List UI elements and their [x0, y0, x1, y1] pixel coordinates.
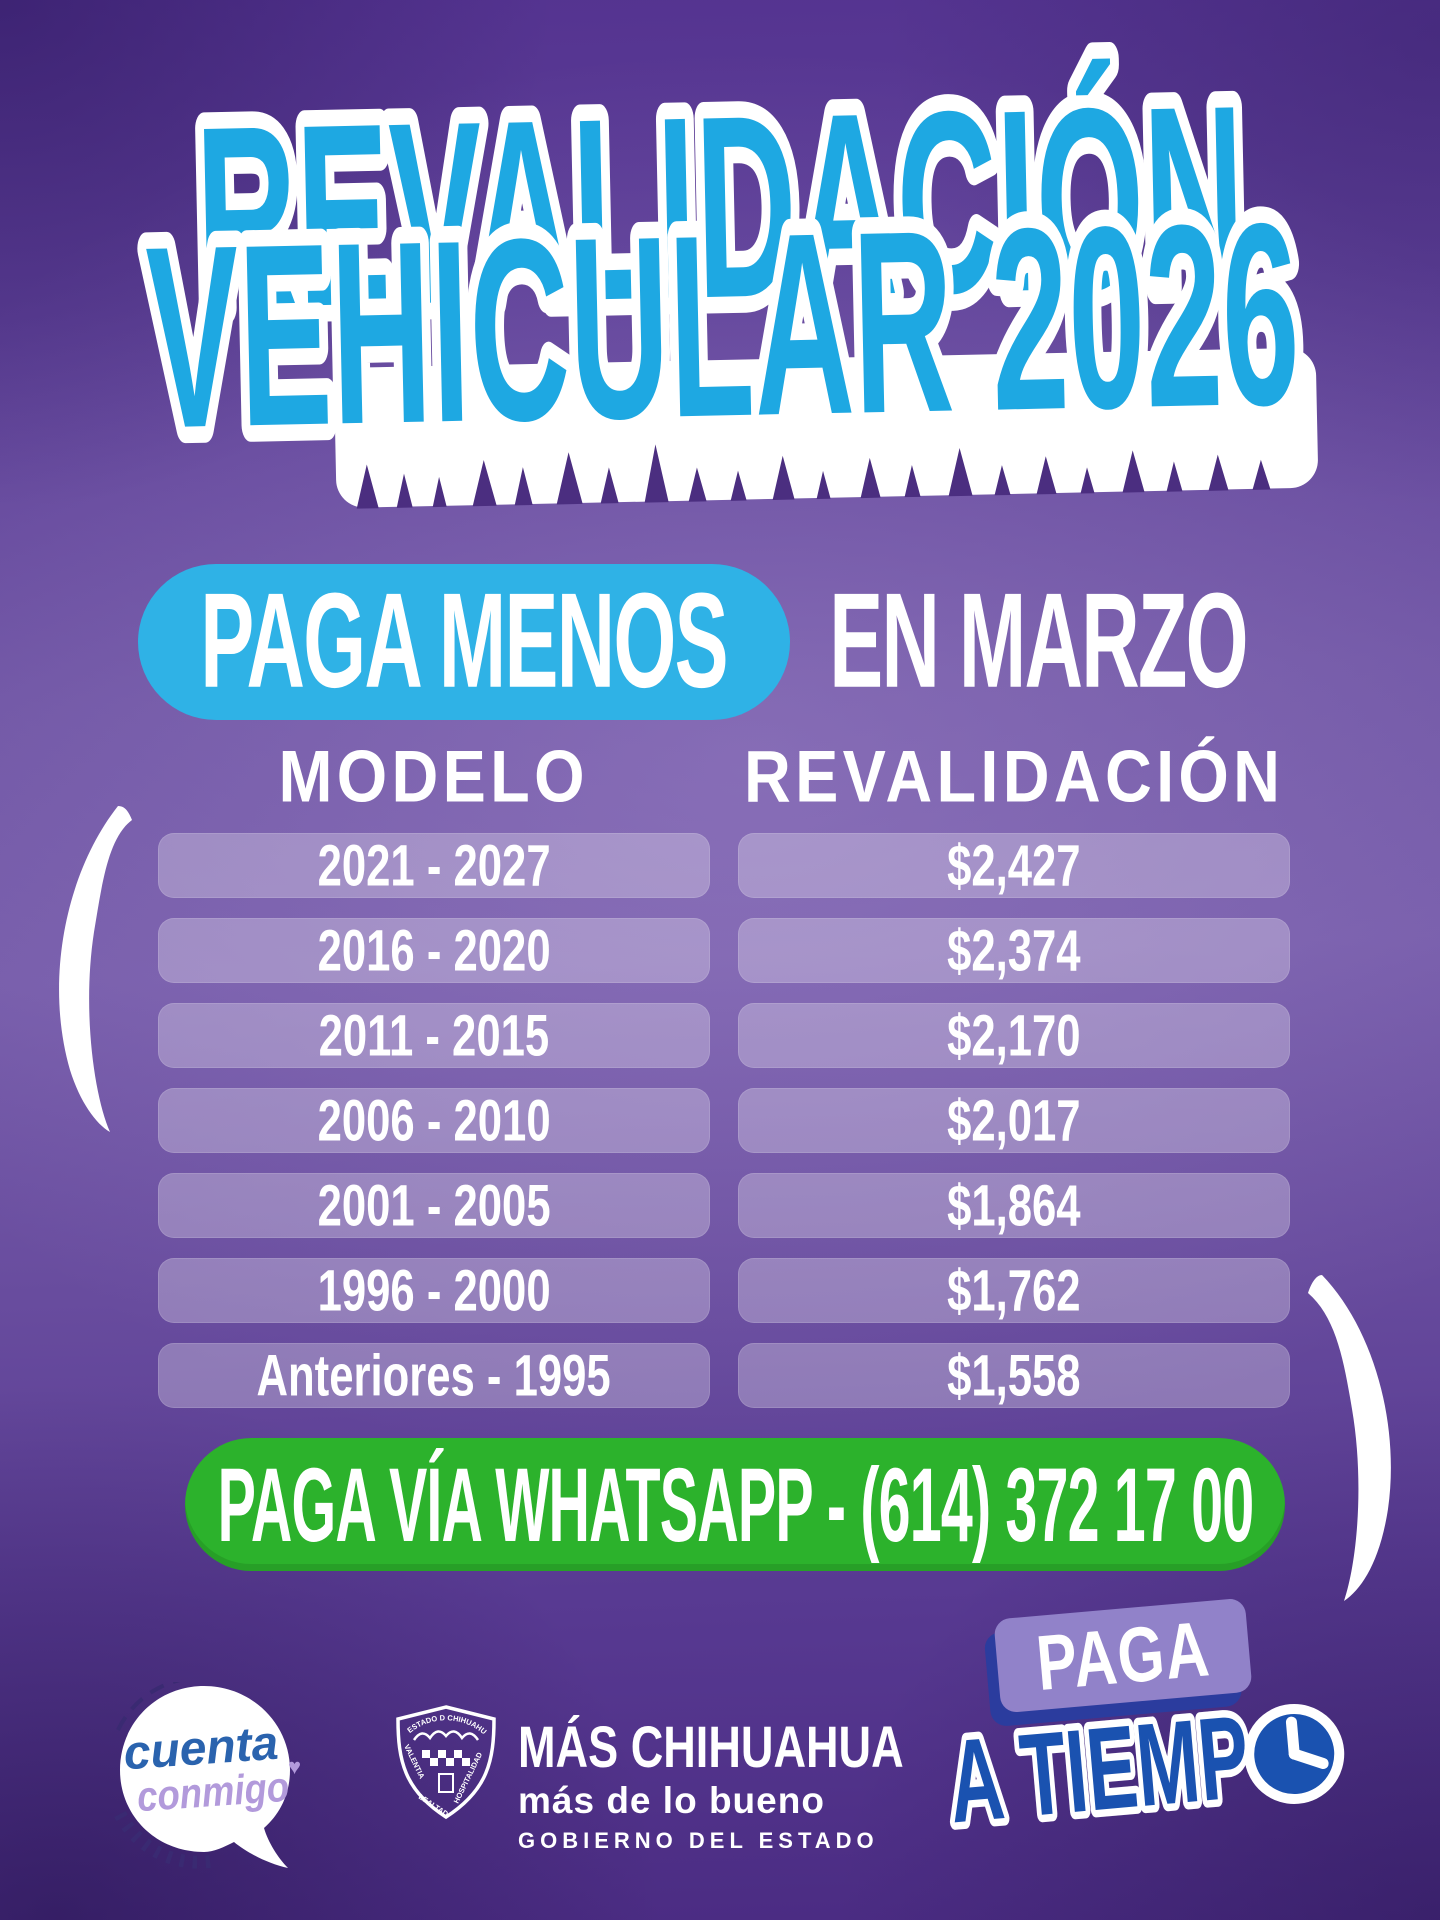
revalidacion-cell: $2,017: [738, 1086, 1290, 1153]
title-line2: VEHICULAR 2026: [144, 170, 1302, 484]
bubble-dashed-arc: [116, 1682, 181, 1731]
table-row: 1996 - 2000 $1,762: [158, 1256, 1290, 1323]
revalidacion-cell: $1,558: [738, 1341, 1290, 1408]
table-row: 2006 - 2010 $2,017: [158, 1086, 1290, 1153]
modelo-value: 2021 - 2027: [317, 831, 551, 898]
right-swoosh-decoration: [1308, 1275, 1391, 1601]
modelo-value: 2016 - 2020: [317, 916, 551, 983]
column-header-revalidacion: REVALIDACIÓN: [738, 736, 1290, 818]
modelo-value: Anteriores - 1995: [256, 1341, 612, 1408]
revalidacion-value: $2,017: [947, 1086, 1081, 1153]
gobierno-text-block: MÁS CHIHUAHUA más de lo bueno GOBIERNO D…: [518, 1712, 912, 1854]
modelo-cell: 1996 - 2000: [158, 1256, 710, 1323]
revalidacion-cell: $2,170: [738, 1001, 1290, 1068]
shield-tower: [438, 1773, 454, 1793]
revalidacion-value: $1,558: [947, 1341, 1081, 1408]
left-swoosh-decoration: [59, 806, 133, 1132]
hidden-text-jagged-edge: [356, 444, 1271, 509]
shield-checker: [422, 1750, 470, 1766]
modelo-cell: Anteriores - 1995: [158, 1341, 710, 1408]
price-table: MODELO REVALIDACIÓN 2021 - 2027 $2,427 2…: [158, 736, 1290, 1428]
revalidacion-header-label: REVALIDACIÓN: [743, 735, 1285, 818]
revalidacion-value: $2,427: [947, 831, 1081, 898]
revalidacion-cell: $2,427: [738, 831, 1290, 898]
modelo-cell: 2016 - 2020: [158, 916, 710, 983]
revalidacion-value: $2,170: [947, 1001, 1081, 1068]
revalidacion-cell: $1,864: [738, 1171, 1290, 1238]
conmigo-label: conmigo: [136, 1763, 291, 1820]
column-header-modelo: MODELO: [158, 736, 710, 818]
modelo-value: 1996 - 2000: [317, 1256, 551, 1323]
title-line1: REVALIDACIÓN: [194, 52, 1248, 364]
revalidacion-cell: $2,374: [738, 916, 1290, 983]
a-tiempo-label: A TIEMP: [944, 1691, 1254, 1848]
modelo-cell: 2006 - 2010: [158, 1086, 710, 1153]
modelo-value: 2001 - 2005: [317, 1171, 551, 1238]
a-tiempo-wordmark: A TIEMP: [937, 1684, 1345, 1855]
modelo-header-label: MODELO: [278, 735, 590, 818]
shield-bottom-label: LEALTAD: [417, 1792, 451, 1819]
whatsapp-label: PAGA VÍA WHATSAPP - (614) 372 17 00: [217, 1446, 1253, 1563]
clock-icon: [1244, 1703, 1345, 1804]
whatsapp-pill: PAGA VÍA WHATSAPP - (614) 372 17 00: [185, 1438, 1285, 1571]
table-row: 2001 - 2005 $1,864: [158, 1171, 1290, 1238]
cuenta-conmigo-logo: cuenta conmigo ♥: [114, 1682, 301, 1869]
bubble-hatch-arc: [114, 1810, 220, 1869]
shield-mountains: [412, 1730, 480, 1741]
table-row: 2011 - 2015 $2,170: [158, 1001, 1290, 1068]
revalidacion-cell: $1,762: [738, 1256, 1290, 1323]
modelo-cell: 2011 - 2015: [158, 1001, 710, 1068]
modelo-cell: 2021 - 2027: [158, 831, 710, 898]
gobierno-del-estado-label: GOBIERNO DEL ESTADO: [518, 1828, 879, 1853]
table-row: Anteriores - 1995 $1,558: [158, 1341, 1290, 1408]
revalidacion-value: $2,374: [947, 916, 1081, 983]
cuenta-label: cuenta: [122, 1717, 280, 1781]
headline-blob: [334, 348, 1318, 508]
mas-de-lo-bueno-label: más de lo bueno: [518, 1780, 825, 1821]
paga-menos-label: PAGA MENOS: [200, 566, 729, 717]
table-row: 2021 - 2027 $2,427: [158, 831, 1290, 898]
shield-outline: [396, 1705, 496, 1820]
en-marzo-label: EN MARZO: [829, 566, 1248, 717]
revalidacion-value: $1,864: [947, 1171, 1081, 1238]
en-marzo-label-wrap: EN MARZO: [828, 560, 1248, 724]
modelo-value: 2006 - 2010: [317, 1086, 551, 1153]
table-header: MODELO REVALIDACIÓN: [158, 736, 1290, 818]
revalidacion-value: $1,762: [947, 1256, 1081, 1323]
modelo-cell: 2001 - 2005: [158, 1171, 710, 1238]
promo-row: PAGA MENOS EN MARZO: [0, 560, 1440, 730]
paga-a-tiempo-block: PAGA A TIEMP: [924, 1569, 1386, 1876]
paga-menos-pill: PAGA MENOS: [138, 564, 790, 720]
speech-bubble-icon: [120, 1686, 290, 1868]
headline-block: REVALIDACIÓN VEHICULAR 2026: [130, 38, 1318, 509]
table-row: 2016 - 2020 $2,374: [158, 916, 1290, 983]
heart-icon: ♥: [288, 1754, 301, 1779]
chihuahua-shield-icon: ESTADO D CHIHUAHUA VALENTIA LEALTAD HOSP…: [394, 1704, 496, 1820]
mas-chihuahua-label: MÁS CHIHUAHUA: [518, 1713, 904, 1780]
modelo-value: 2011 - 2015: [318, 1001, 550, 1068]
